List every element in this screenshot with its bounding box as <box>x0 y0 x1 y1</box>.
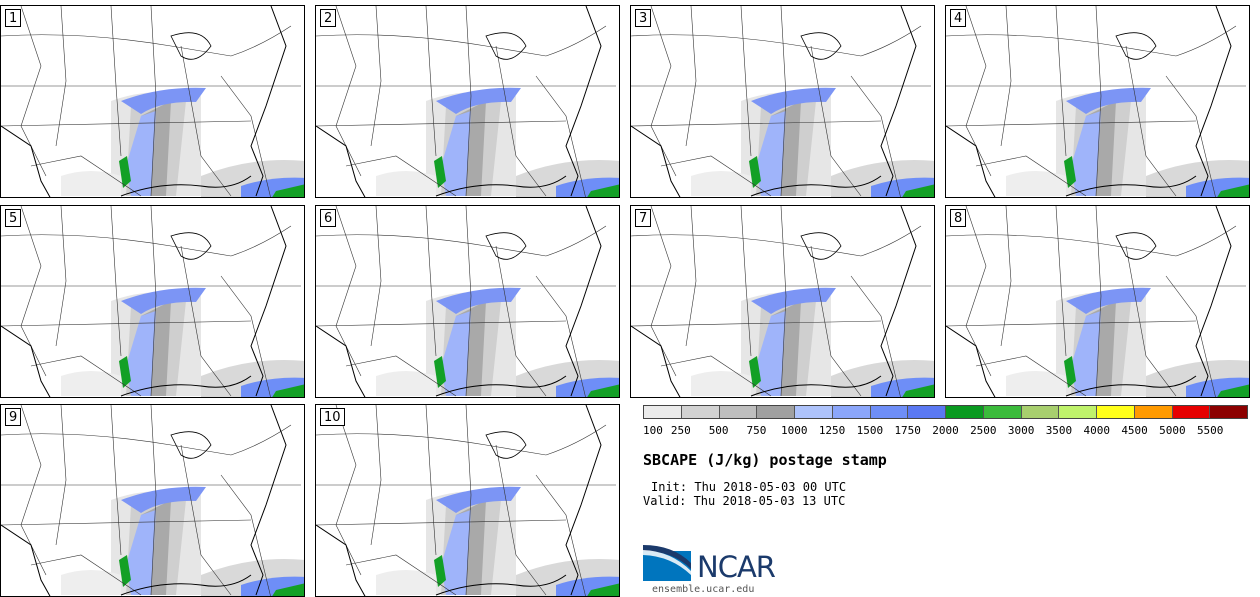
legend-label: 500 <box>708 424 729 437</box>
panel-number: 7 <box>635 209 652 227</box>
panel-number: 4 <box>950 9 967 27</box>
legend-swatch <box>870 406 909 418</box>
website-label: ensemble.ucar.edu <box>652 584 755 595</box>
legend-swatch <box>757 406 795 418</box>
legend-label: 2500 <box>970 424 997 437</box>
legend-label: 750 <box>746 424 767 437</box>
legend-swatch <box>908 406 946 418</box>
legend-label: 4000 <box>1083 424 1111 437</box>
map-panel: 9 <box>0 404 305 597</box>
ncar-logo-text: NCAR <box>697 550 776 584</box>
map-title: SBCAPE (J/kg) postage stamp <box>643 451 887 469</box>
legend-swatch <box>1097 406 1135 418</box>
panel-number: 10 <box>320 408 345 426</box>
legend-label: 3000 <box>1007 424 1035 437</box>
ncar-logo-icon <box>643 545 691 581</box>
map-panel: 1 <box>0 5 305 198</box>
map-panel: 2 <box>315 5 620 198</box>
legend-swatch <box>644 406 682 418</box>
legend-label: 4500 <box>1121 424 1148 437</box>
legend-swatch <box>832 406 871 418</box>
map-panel: 8 <box>945 205 1250 398</box>
map-panel: 10 <box>315 404 620 597</box>
legend-swatch <box>1172 406 1211 418</box>
valid-time: Valid: Thu 2018-05-03 13 UTC <box>643 494 846 508</box>
map-panel: 3 <box>630 5 935 198</box>
legend-swatch <box>1059 406 1097 418</box>
legend-label: 1000 <box>781 424 808 437</box>
panel-number: 8 <box>950 209 967 227</box>
legend-labels: 100 250 500 750 1000 1250 1500 1750 2000 2500 3000… <box>643 424 1248 438</box>
panel-number: 3 <box>635 9 652 27</box>
legend-label: 250 <box>670 424 691 437</box>
legend-swatch <box>1021 406 1060 418</box>
legend-label: 100 <box>643 424 663 437</box>
legend-label: 2000 <box>932 424 959 437</box>
legend-swatch <box>983 406 1022 418</box>
init-time: Init: Thu 2018-05-03 00 UTC <box>651 480 847 494</box>
color-legend <box>643 405 1248 419</box>
legend-label: 1500 <box>856 424 884 437</box>
legend-swatch <box>1134 406 1173 418</box>
legend-label: 1250 <box>818 424 846 437</box>
panel-number: 9 <box>5 408 22 426</box>
legend-swatch <box>795 406 833 418</box>
map-panel: 6 <box>315 205 620 398</box>
legend-swatch <box>719 406 758 418</box>
panel-number: 1 <box>5 9 22 27</box>
map-panel: 7 <box>630 205 935 398</box>
legend-swatch <box>1210 406 1247 418</box>
panel-number: 6 <box>320 209 337 227</box>
legend-label: 5000 <box>1159 424 1186 437</box>
legend-label: 1750 <box>894 424 921 437</box>
legend-swatch <box>946 406 984 418</box>
legend-label: 3500 <box>1045 424 1073 437</box>
legend-label: 5500 <box>1196 424 1224 437</box>
legend-swatch <box>681 406 720 418</box>
panel-number: 2 <box>320 9 337 27</box>
panel-number: 5 <box>5 209 22 227</box>
map-panel: 4 <box>945 5 1250 198</box>
map-panel: 5 <box>0 205 305 398</box>
